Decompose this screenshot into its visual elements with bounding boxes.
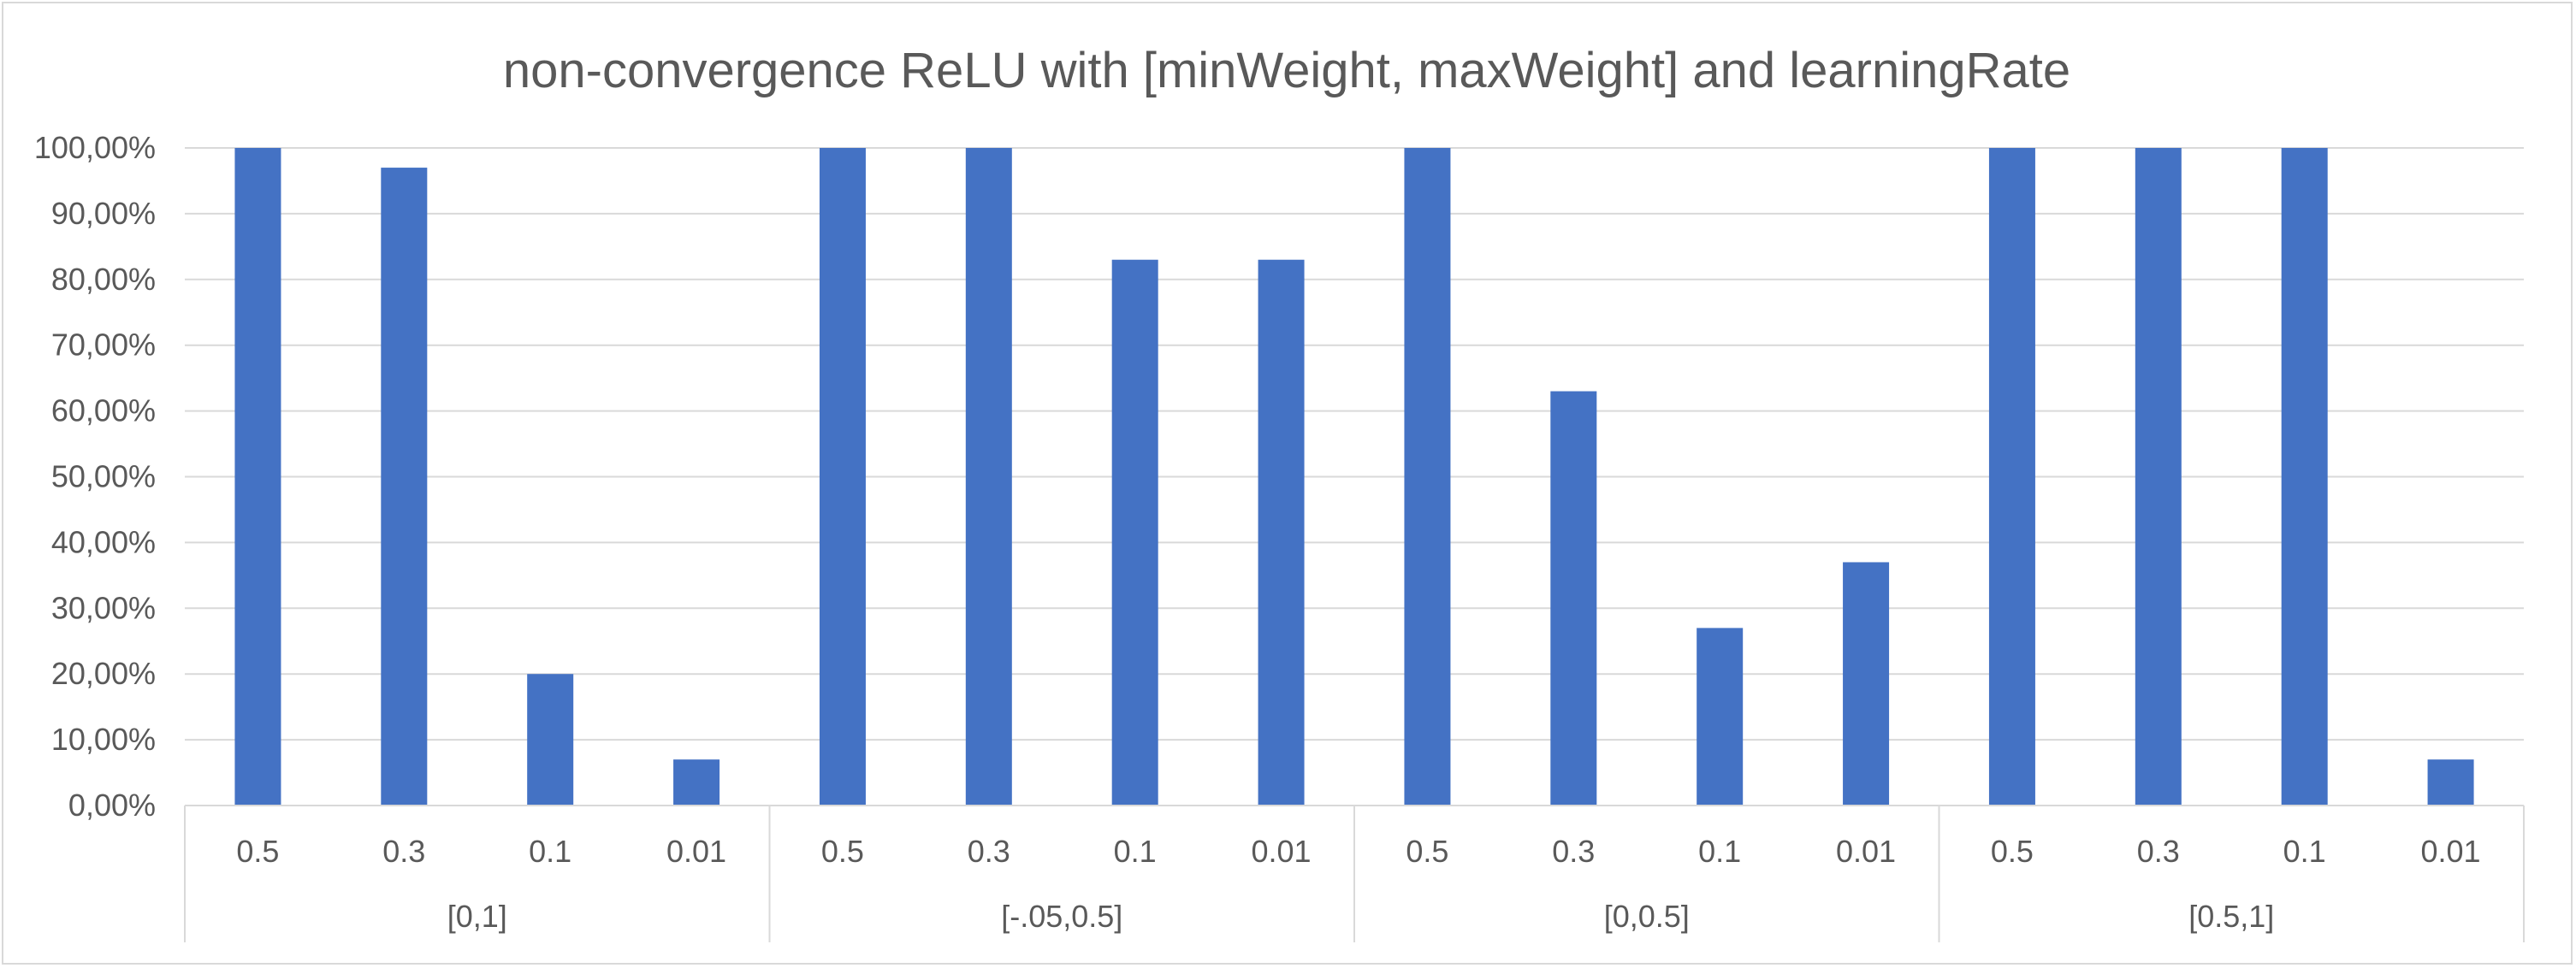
bar <box>527 674 574 806</box>
x-tick-label: 0.5 <box>236 834 279 869</box>
bar <box>2427 759 2474 806</box>
group-label: [0,1] <box>447 899 507 934</box>
y-tick-label: 100,00% <box>34 130 156 165</box>
bar <box>1404 148 1451 806</box>
y-tick-label: 20,00% <box>51 656 156 691</box>
group-label: [-.05,0.5] <box>1001 899 1122 934</box>
bar <box>1258 259 1305 806</box>
y-tick-label: 70,00% <box>51 328 156 363</box>
x-tick-label: 0.3 <box>968 834 1010 869</box>
x-tick-label: 0.3 <box>382 834 425 869</box>
x-tick-label: 0.1 <box>529 834 571 869</box>
bar <box>1550 391 1597 806</box>
x-tick-label: 0.1 <box>1114 834 1157 869</box>
y-tick-label: 60,00% <box>51 393 156 428</box>
x-tick-label: 0.01 <box>2421 834 2481 869</box>
x-tick-label: 0.5 <box>821 834 864 869</box>
bar <box>1697 628 1744 806</box>
x-tick-label: 0.01 <box>1252 834 1312 869</box>
x-tick-label: 0.1 <box>2283 834 2326 869</box>
x-tick-label: 0.1 <box>1698 834 1741 869</box>
bar <box>2281 148 2328 806</box>
x-tick-label: 0.3 <box>1552 834 1595 869</box>
bar <box>2135 148 2182 806</box>
x-tick-label: 0.5 <box>1406 834 1448 869</box>
bar <box>1111 259 1158 806</box>
bar <box>673 759 720 806</box>
axes <box>184 805 2525 942</box>
x-tick-label: 0.01 <box>1836 834 1896 869</box>
x-tick-label: 0.3 <box>2137 834 2180 869</box>
y-tick-label: 0,00% <box>68 788 156 823</box>
group-label: [0.5,1] <box>2188 899 2274 934</box>
x-tick-label: 0.01 <box>666 834 726 869</box>
y-tick-label: 50,00% <box>51 459 156 494</box>
chart-title: non-convergence ReLU with [minWeight, ma… <box>503 43 2070 98</box>
bar <box>965 148 1012 806</box>
bar <box>1988 148 2035 806</box>
axis-labels: 0,00% 10,00% 20,00% 30,00% 40,00% 50,00% 60,00… <box>34 130 2481 934</box>
bar <box>234 148 281 806</box>
y-tick-label: 90,00% <box>51 196 156 231</box>
y-tick-label: 40,00% <box>51 524 156 559</box>
bar-chart: non-convergence ReLU with [minWeight, ma… <box>34 43 2525 942</box>
bar <box>819 148 866 806</box>
y-tick-label: 30,00% <box>51 590 156 625</box>
y-tick-label: 80,00% <box>51 262 156 297</box>
gridlines <box>185 147 2524 741</box>
bar <box>381 168 428 806</box>
group-label: [0,0.5] <box>1604 899 1690 934</box>
bar <box>1843 562 1890 806</box>
y-tick-label: 10,00% <box>51 722 156 757</box>
x-tick-label: 0.5 <box>1991 834 2034 869</box>
bars <box>234 148 2474 806</box>
